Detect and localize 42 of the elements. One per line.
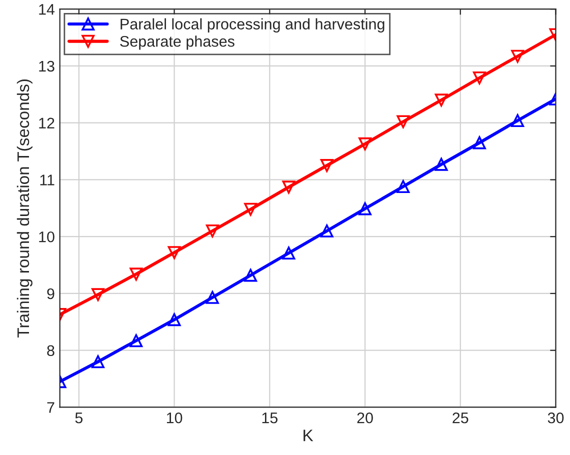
point — [282, 180, 296, 194]
y-tick-label: 10 — [39, 231, 54, 242]
point — [168, 313, 181, 326]
y-tick-label: 7 — [47, 402, 54, 413]
point — [320, 224, 334, 238]
y-tick-label: 12 — [39, 118, 54, 128]
x-axis-title: K — [304, 430, 314, 442]
point — [473, 71, 486, 84]
point — [511, 50, 524, 63]
point — [473, 136, 486, 150]
point — [244, 268, 258, 282]
x-tick-label: 20 — [357, 412, 373, 424]
point — [92, 355, 104, 368]
point — [320, 159, 334, 172]
point — [396, 115, 410, 128]
point — [396, 180, 410, 194]
x-tick-label: 15 — [262, 412, 278, 424]
point — [130, 268, 143, 281]
point — [282, 246, 296, 260]
point — [206, 290, 219, 304]
y-axis-title: Training round duration T(seconds) — [16, 79, 32, 338]
point — [358, 137, 372, 150]
point — [244, 202, 258, 216]
x-tick-label: 10 — [166, 412, 182, 424]
x-tick-label: 25 — [452, 412, 468, 424]
y-tick-label: 13 — [39, 60, 54, 72]
x-tick-label: 5 — [75, 412, 83, 424]
legend-label: Paralel local processing and harvesting — [120, 18, 384, 33]
point — [434, 94, 448, 107]
legend-label: Separate phases — [120, 36, 234, 50]
y-tick-label: 9 — [47, 288, 54, 300]
point — [358, 202, 372, 216]
point — [434, 158, 448, 171]
y-tick-label: 14 — [39, 4, 55, 15]
point — [168, 246, 181, 259]
point — [130, 334, 143, 348]
point — [206, 224, 219, 238]
y-tick-label: 8 — [47, 345, 54, 356]
point — [511, 114, 524, 128]
y-tick-label: 11 — [40, 174, 54, 186]
x-tick-label: 30 — [548, 412, 564, 424]
point — [92, 288, 104, 302]
